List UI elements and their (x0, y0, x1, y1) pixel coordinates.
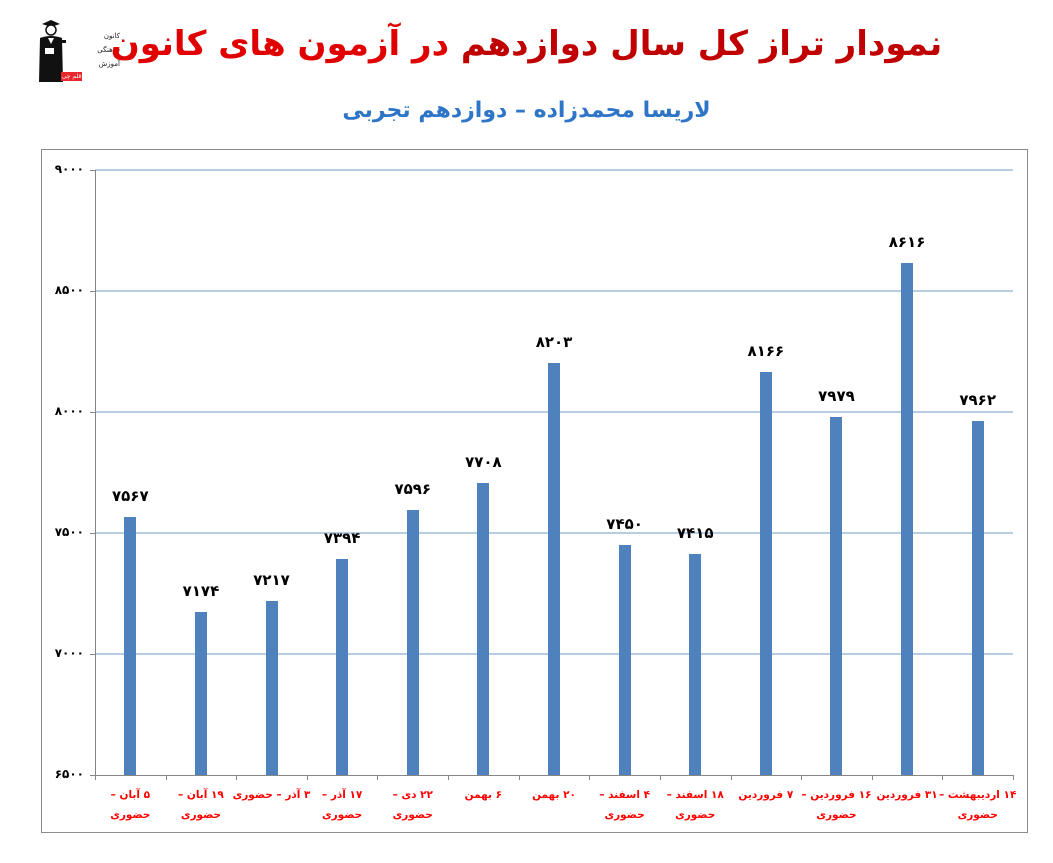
x-tick (165, 775, 167, 780)
x-tick (236, 775, 238, 780)
x-category-label: ۴ اسفند – حضوری (599, 789, 651, 821)
x-category-label: ۳ آذر – حضوری (232, 789, 311, 801)
y-tick (90, 170, 95, 171)
data-label: ۸۲۰۳ (535, 332, 573, 351)
x-tick (589, 775, 591, 780)
data-label: ۷۵۶۷ (111, 486, 149, 505)
x-category-label: ۱۷ آذر – حضوری (321, 789, 363, 821)
bar (336, 558, 349, 775)
x-category-label: ۳۱ فروردین (876, 789, 938, 801)
y-tick (90, 291, 95, 292)
data-label: ۷۴۱۵ (676, 523, 714, 542)
x-category-label: ۵ آبان – حضوری (110, 789, 151, 821)
logo-line-1: کانون (103, 32, 120, 40)
x-tick (871, 775, 873, 780)
graduate-figure-icon (39, 20, 66, 82)
gridline (95, 290, 1013, 292)
bar (194, 611, 207, 775)
chart-title-part-1: نمودار تراز کل سال دوازدهم (460, 24, 943, 64)
bar (477, 482, 490, 775)
chart-frame (41, 149, 1028, 833)
data-label: ۷۵۹۶ (394, 479, 432, 498)
y-tick-label: ۶۵۰۰ (54, 767, 84, 781)
bar (759, 371, 772, 775)
x-category-label: ۱۴ اردیبهشت – حضوری (938, 789, 1017, 821)
data-label: ۸۶۱۶ (888, 232, 926, 251)
x-tick (377, 775, 379, 780)
x-tick (801, 775, 803, 780)
bar (830, 417, 843, 775)
kanoon-logo: کانون فرهنگی آموزش قلم چی (36, 18, 120, 82)
y-tick (90, 533, 95, 534)
chart-title-part-2: در آزمون های کانون (110, 24, 461, 64)
y-axis (95, 170, 96, 775)
x-category-label: ۲۲ دی – حضوری (392, 789, 433, 821)
chart-title: نمودار تراز کل سال دوازدهم در آزمون های … (0, 24, 1053, 64)
gridline (95, 169, 1013, 171)
x-category-label: ۲۰ بهمن (532, 789, 576, 801)
logo-line-3: آموزش (98, 60, 120, 68)
x-tick (448, 775, 450, 780)
bar (901, 262, 914, 775)
y-tick-label: ۸۵۰۰ (54, 283, 84, 297)
x-tick (942, 775, 944, 780)
y-tick-label: ۸۰۰۰ (54, 404, 84, 418)
y-tick (90, 654, 95, 655)
data-label: ۷۳۹۴ (323, 528, 361, 547)
data-label: ۷۱۷۴ (182, 581, 220, 600)
logo-line-2: فرهنگی (97, 46, 120, 54)
x-axis (90, 775, 1014, 776)
bar (548, 362, 560, 775)
data-label: ۷۲۱۷ (253, 571, 290, 590)
data-label: ۷۹۶۲ (959, 391, 996, 410)
x-tick (306, 775, 308, 780)
data-label: ۷۴۵۰ (606, 515, 643, 534)
bar (406, 509, 419, 775)
bar (618, 545, 631, 775)
y-tick-label: ۷۵۰۰ (54, 525, 84, 539)
logo-badge: قلم چی (61, 72, 82, 81)
y-tick (90, 412, 95, 413)
x-category-label: ۱۶ فروردین – حضوری (801, 789, 872, 821)
chart-subtitle: لاریسا محمدزاده – دوازدهم تجربی (342, 98, 711, 123)
x-category-label: ۷ فروردین (738, 789, 794, 801)
x-tick (1013, 775, 1014, 780)
bar (124, 516, 137, 775)
y-tick-label: ۹۰۰۰ (54, 162, 84, 176)
bar (689, 553, 702, 775)
bar (971, 421, 984, 775)
y-tick-label: ۷۰۰۰ (54, 646, 84, 660)
data-label: ۷۹۷۹ (818, 387, 855, 406)
data-label: ۷۷۰۸ (465, 452, 502, 471)
x-tick (518, 775, 520, 780)
data-label: ۸۱۶۶ (747, 341, 785, 360)
x-category-label: ۱۸ اسفند – حضوری (666, 789, 724, 821)
x-category-label: ۱۹ آبان – حضوری (178, 789, 224, 821)
x-category-label: ۶ بهمن (464, 789, 503, 801)
x-tick (95, 775, 96, 780)
y-tick (90, 775, 95, 776)
x-tick (730, 775, 732, 780)
x-tick (659, 775, 661, 780)
bar (265, 601, 278, 775)
